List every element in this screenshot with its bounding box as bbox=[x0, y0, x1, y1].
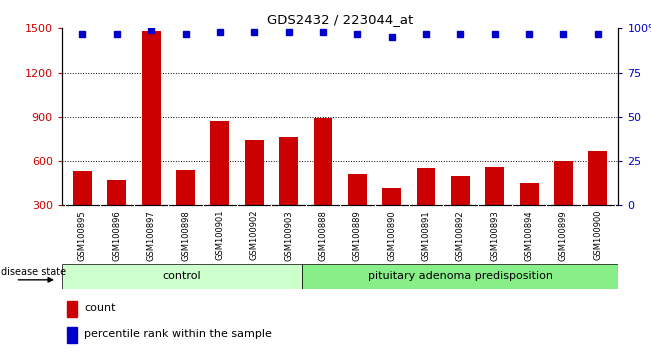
Bar bbox=[176, 170, 195, 250]
Bar bbox=[107, 180, 126, 250]
Text: GSM100896: GSM100896 bbox=[113, 210, 121, 261]
Bar bbox=[589, 151, 607, 250]
Text: GSM100900: GSM100900 bbox=[593, 210, 602, 261]
Bar bbox=[485, 167, 505, 250]
Bar bbox=[68, 327, 77, 343]
Bar bbox=[279, 137, 298, 250]
Bar bbox=[245, 141, 264, 250]
Text: GSM100901: GSM100901 bbox=[215, 210, 225, 261]
Bar bbox=[62, 264, 302, 289]
Text: pituitary adenoma predisposition: pituitary adenoma predisposition bbox=[368, 271, 553, 281]
Text: GSM100899: GSM100899 bbox=[559, 210, 568, 261]
Bar bbox=[519, 183, 538, 250]
Text: GSM100893: GSM100893 bbox=[490, 210, 499, 261]
Text: control: control bbox=[163, 271, 201, 281]
Title: GDS2432 / 223044_at: GDS2432 / 223044_at bbox=[267, 13, 413, 26]
Bar bbox=[348, 175, 367, 250]
Bar bbox=[302, 264, 618, 289]
Text: disease state: disease state bbox=[1, 267, 66, 278]
Bar bbox=[382, 188, 401, 250]
Bar bbox=[554, 161, 573, 250]
Text: GSM100897: GSM100897 bbox=[146, 210, 156, 261]
Bar bbox=[210, 121, 229, 250]
Text: GSM100892: GSM100892 bbox=[456, 210, 465, 261]
Text: GSM100895: GSM100895 bbox=[78, 210, 87, 261]
Bar bbox=[73, 171, 92, 250]
Text: GSM100890: GSM100890 bbox=[387, 210, 396, 261]
Text: GSM100898: GSM100898 bbox=[181, 210, 190, 261]
Text: GSM100888: GSM100888 bbox=[318, 210, 327, 261]
Text: GSM100889: GSM100889 bbox=[353, 210, 362, 261]
Bar bbox=[451, 176, 470, 250]
Bar bbox=[68, 301, 77, 317]
Bar bbox=[417, 169, 436, 250]
Bar bbox=[142, 31, 161, 250]
Text: GSM100902: GSM100902 bbox=[250, 210, 258, 261]
Text: count: count bbox=[84, 303, 116, 313]
Bar bbox=[314, 118, 333, 250]
Text: GSM100894: GSM100894 bbox=[525, 210, 534, 261]
Text: GSM100903: GSM100903 bbox=[284, 210, 293, 261]
Text: percentile rank within the sample: percentile rank within the sample bbox=[84, 329, 272, 339]
Text: GSM100891: GSM100891 bbox=[422, 210, 430, 261]
